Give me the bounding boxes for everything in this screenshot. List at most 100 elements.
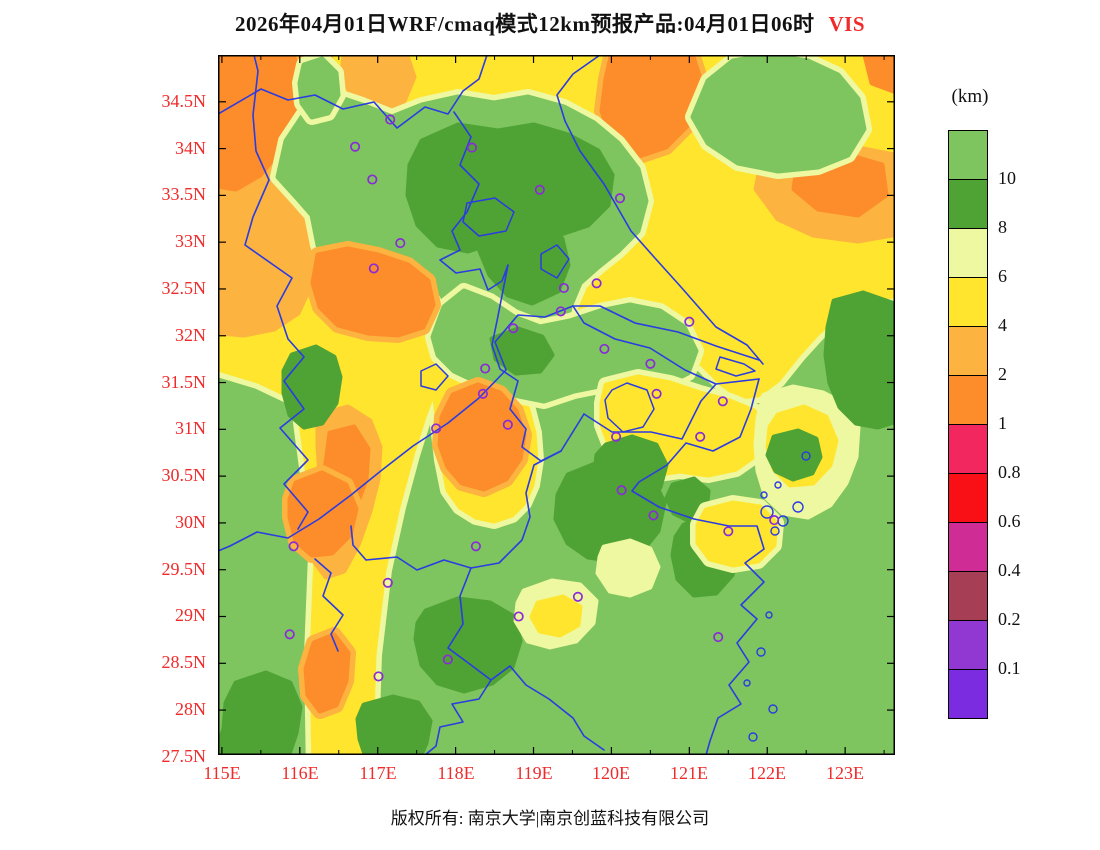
contour-region-4-6 bbox=[529, 594, 583, 638]
province-boundary-line bbox=[244, 54, 309, 530]
contour-region-8-10 bbox=[765, 428, 823, 482]
x-axis-tick-label: 120E bbox=[592, 763, 630, 783]
colorbar-tick-label: 10 bbox=[998, 168, 1016, 188]
x-axis-tick-label: 123E bbox=[826, 763, 864, 783]
y-axis-tick-label: 34N bbox=[175, 138, 206, 158]
province-boundary-line bbox=[490, 665, 605, 751]
colorbar-cell bbox=[948, 424, 988, 474]
colorbar-tick-label: 8 bbox=[998, 217, 1007, 237]
island-outline bbox=[774, 481, 782, 489]
contour-region-4-6 bbox=[695, 500, 779, 568]
station-marker bbox=[284, 629, 295, 640]
station-marker bbox=[769, 515, 780, 526]
station-marker bbox=[534, 184, 545, 195]
y-axis-tick-label: 33N bbox=[175, 231, 206, 251]
contour-region-1-2 bbox=[287, 470, 359, 558]
station-marker bbox=[572, 591, 583, 602]
station-marker bbox=[591, 278, 602, 289]
island-outline bbox=[768, 704, 778, 714]
station-marker bbox=[442, 654, 453, 665]
colorbar-tick-label: 0.8 bbox=[998, 462, 1021, 482]
plot-frame bbox=[218, 55, 895, 755]
x-axis-tick-label: 119E bbox=[515, 763, 553, 783]
y-axis-tick-label: 27.5N bbox=[161, 746, 207, 766]
contour-region-8-10 bbox=[413, 596, 523, 694]
station-marker bbox=[723, 526, 734, 537]
colorbar-cell bbox=[948, 571, 988, 621]
x-axis-tick-label: 115E bbox=[203, 763, 241, 783]
province-boundary-line bbox=[424, 567, 492, 756]
y-axis-tick-label: 30.5N bbox=[161, 465, 207, 485]
station-marker bbox=[431, 423, 442, 434]
station-marker bbox=[614, 193, 626, 204]
colorbar-unit-label: (km) bbox=[951, 86, 989, 107]
copyright-text: 版权所有: 南京大学|南京创蓝科技有限公司 bbox=[390, 809, 710, 828]
station-marker bbox=[350, 141, 361, 152]
colorbar-cell bbox=[948, 473, 988, 523]
contour-region-8-10 bbox=[489, 326, 555, 376]
y-axis-tick-label: 34.5N bbox=[161, 91, 207, 111]
station-marker bbox=[648, 510, 659, 521]
province-boundary-line bbox=[217, 54, 488, 129]
contour-region-8-10 bbox=[281, 344, 343, 430]
island-outline bbox=[760, 491, 768, 499]
x-axis-tick-label: 117E bbox=[359, 763, 397, 783]
colorbar-cell bbox=[948, 375, 988, 425]
station-marker bbox=[288, 541, 299, 552]
page-title: 2026年04月01日WRF/cmaq模式12km预报产品:04月01日06时 V… bbox=[0, 8, 1100, 38]
x-axis-tick-label: 116E bbox=[281, 763, 319, 783]
y-axis-tick-label: 32N bbox=[175, 325, 206, 345]
station-marker bbox=[480, 363, 491, 374]
colorbar-tick-label: 1 bbox=[998, 413, 1007, 433]
lake-outline bbox=[462, 197, 515, 237]
x-axis-tick-label: 118E bbox=[437, 763, 475, 783]
y-axis-tick-label: 28.5N bbox=[161, 652, 207, 672]
colorbar-cell bbox=[948, 179, 988, 229]
contour-region-8-10 bbox=[592, 434, 669, 510]
station-marker bbox=[502, 419, 513, 430]
station-marker bbox=[477, 388, 488, 399]
y-axis-tick-label: 29N bbox=[175, 605, 206, 625]
station-marker bbox=[611, 431, 622, 442]
lake-outline bbox=[604, 382, 655, 433]
province-boundary-line bbox=[556, 54, 764, 365]
y-axis-tick-label: 29.5N bbox=[161, 559, 207, 579]
station-marker bbox=[651, 388, 662, 399]
contour-region-1-2 bbox=[599, 32, 705, 160]
station-marker bbox=[395, 238, 406, 249]
island-outline bbox=[743, 679, 751, 687]
station-marker bbox=[599, 343, 610, 354]
colorbar-tick-label: 0.4 bbox=[998, 560, 1021, 580]
colorbar bbox=[948, 130, 988, 719]
colorbar-cell bbox=[948, 669, 988, 719]
contour-region->10 bbox=[690, 52, 867, 174]
colorbar-cell bbox=[948, 522, 988, 572]
station-marker bbox=[466, 142, 478, 153]
province-boundary-line bbox=[217, 305, 760, 552]
x-axis-tick-label: 121E bbox=[670, 763, 708, 783]
y-axis-tick-label: 31N bbox=[175, 418, 206, 438]
colorbar-cell bbox=[948, 130, 988, 180]
colorbar-tick-label: 6 bbox=[998, 266, 1007, 286]
island-outline bbox=[770, 526, 780, 536]
province-boundary-line bbox=[631, 378, 765, 756]
station-marker bbox=[717, 396, 728, 407]
lake-outline bbox=[540, 244, 570, 279]
station-marker bbox=[508, 323, 519, 334]
station-marker bbox=[470, 541, 481, 552]
station-marker bbox=[513, 611, 524, 622]
y-axis-tick-label: 33.5N bbox=[161, 184, 207, 204]
station-marker bbox=[382, 577, 393, 588]
province-boundary-line bbox=[572, 305, 760, 361]
colorbar-cell bbox=[948, 620, 988, 670]
title-variable-vis: VIS bbox=[828, 12, 866, 36]
lake-outline bbox=[715, 356, 756, 377]
island-outline bbox=[748, 732, 758, 742]
colorbar-tick-label: 2 bbox=[998, 364, 1007, 384]
province-boundary-line bbox=[583, 383, 717, 440]
contour-region-1-2 bbox=[437, 382, 527, 492]
station-marker bbox=[645, 358, 656, 369]
island-outline bbox=[792, 501, 804, 513]
station-marker bbox=[368, 263, 379, 274]
